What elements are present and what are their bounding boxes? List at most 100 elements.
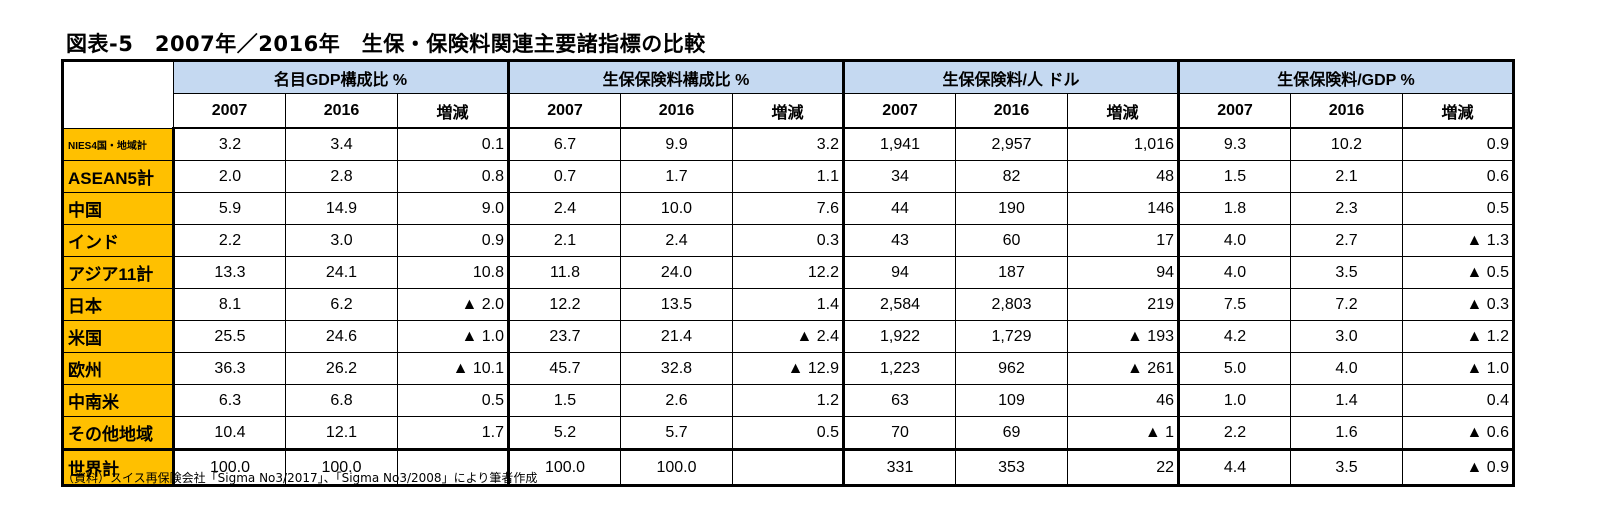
table-cell: 9.0 bbox=[397, 192, 509, 225]
table-cell: 100.0 bbox=[285, 448, 398, 486]
table-row: アジア11計 13.3 24.1 10.8 11.8 24.0 12.2 94 187 94 4.0… bbox=[62, 256, 1514, 289]
group-header-row: 名目GDP構成比 % 生保保険料構成比 % 生保保険料/人 ドル 生保保険料/G… bbox=[62, 60, 1514, 129]
col-header-change: 増減 bbox=[397, 93, 509, 129]
col-header-2016: 2016 bbox=[620, 93, 733, 129]
col-header-2007: 2007 bbox=[507, 93, 621, 129]
table-cell: 46 bbox=[1067, 384, 1179, 417]
table-cell: 2.2 bbox=[1177, 416, 1291, 450]
table-cell: 2.2 bbox=[172, 224, 286, 257]
table-cell: 44 bbox=[842, 192, 956, 225]
table-cell: 3.4 bbox=[285, 127, 398, 161]
comparison-table-wrapper: 名目GDP構成比 % 生保保険料構成比 % 生保保険料/人 ドル 生保保険料/G… bbox=[61, 59, 1515, 487]
table-cell: 69 bbox=[955, 416, 1068, 450]
table-cell: 2,957 bbox=[955, 127, 1068, 161]
table-cell: 109 bbox=[955, 384, 1068, 417]
table-cell: ▲ 193 bbox=[1067, 320, 1179, 353]
row-label: 米国 bbox=[62, 320, 174, 353]
table-body: NIES4国・地域計 3.2 3.4 0.1 6.7 9.9 3.2 1,941 2,957 1,… bbox=[62, 127, 1514, 486]
table-cell: 1.4 bbox=[732, 288, 844, 321]
table-cell: 1.7 bbox=[620, 160, 733, 193]
corner-cell bbox=[62, 60, 174, 129]
table-cell: 4.4 bbox=[1177, 448, 1291, 486]
table-cell: ▲ 0.6 bbox=[1402, 416, 1514, 450]
table-cell: 0.9 bbox=[1402, 127, 1514, 161]
table-cell: 0.8 bbox=[397, 160, 509, 193]
table-cell: 6.7 bbox=[507, 127, 621, 161]
table-cell: 36.3 bbox=[172, 352, 286, 385]
table-row: 世界計 100.0 100.0 100.0 100.0 331 353 22 4.4 3.5 ▲ 0… bbox=[62, 448, 1514, 486]
group-header-premium-share: 生保保険料構成比 % bbox=[507, 60, 844, 94]
table-cell: 10.2 bbox=[1290, 127, 1403, 161]
table-cell: 0.5 bbox=[397, 384, 509, 417]
table-cell: 9.3 bbox=[1177, 127, 1291, 161]
table-cell: 0.4 bbox=[1402, 384, 1514, 417]
row-label: NIES4国・地域計 bbox=[62, 127, 174, 161]
table-cell: 0.1 bbox=[397, 127, 509, 161]
table-cell: 14.9 bbox=[285, 192, 398, 225]
table-cell bbox=[397, 448, 509, 486]
col-header-2016: 2016 bbox=[1290, 93, 1403, 129]
table-cell: 4.0 bbox=[1177, 256, 1291, 289]
table-cell: 63 bbox=[842, 384, 956, 417]
row-label: 欧州 bbox=[62, 352, 174, 385]
table-cell: 5.7 bbox=[620, 416, 733, 450]
table-cell: 1,016 bbox=[1067, 127, 1179, 161]
table-cell: 94 bbox=[1067, 256, 1179, 289]
table-cell bbox=[732, 448, 844, 486]
table-cell: 7.5 bbox=[1177, 288, 1291, 321]
table-cell: 26.2 bbox=[285, 352, 398, 385]
table-row: ASEAN5計 2.0 2.8 0.8 0.7 1.7 1.1 34 82 48 1.5 2.1 0.6 bbox=[62, 160, 1514, 193]
table-cell: ▲ 1.0 bbox=[1402, 352, 1514, 385]
table-cell: 32.8 bbox=[620, 352, 733, 385]
table-cell: 1.2 bbox=[732, 384, 844, 417]
table-cell: 12.1 bbox=[285, 416, 398, 450]
col-header-2016: 2016 bbox=[285, 93, 398, 129]
table-cell: ▲ 1 bbox=[1067, 416, 1179, 450]
table-cell: ▲ 0.9 bbox=[1402, 448, 1514, 486]
table-cell: 1.8 bbox=[1177, 192, 1291, 225]
table-cell: 0.6 bbox=[1402, 160, 1514, 193]
table-cell: 6.2 bbox=[285, 288, 398, 321]
table-cell: 13.5 bbox=[620, 288, 733, 321]
table-cell: 10.4 bbox=[172, 416, 286, 450]
row-label: アジア11計 bbox=[62, 256, 174, 289]
table-cell: 22 bbox=[1067, 448, 1179, 486]
table-cell: 5.2 bbox=[507, 416, 621, 450]
group-header-gdp-share: 名目GDP構成比 % bbox=[173, 60, 509, 94]
table-cell: 7.2 bbox=[1290, 288, 1403, 321]
table-cell: 9.9 bbox=[620, 127, 733, 161]
table-row: 日本 8.1 6.2 ▲ 2.0 12.2 13.5 1.4 2,584 2,803 219 7.5… bbox=[62, 288, 1514, 321]
table-cell: 4.0 bbox=[1177, 224, 1291, 257]
table-row: NIES4国・地域計 3.2 3.4 0.1 6.7 9.9 3.2 1,941 2,957 1,… bbox=[62, 127, 1514, 161]
table-cell: ▲ 0.5 bbox=[1402, 256, 1514, 289]
col-header-change: 増減 bbox=[1402, 93, 1514, 129]
table-cell: 12.2 bbox=[732, 256, 844, 289]
year-header-row: 2007 2016 増減 2007 2016 増減 2007 2016 増減 2… bbox=[63, 93, 1514, 129]
table-cell: 0.5 bbox=[1402, 192, 1514, 225]
table-cell: ▲ 261 bbox=[1067, 352, 1179, 385]
table-cell: 11.8 bbox=[507, 256, 621, 289]
table-cell: 2.1 bbox=[507, 224, 621, 257]
table-cell: 6.3 bbox=[172, 384, 286, 417]
table-cell: 1.1 bbox=[732, 160, 844, 193]
col-header-change: 増減 bbox=[732, 93, 844, 129]
table-cell: 331 bbox=[842, 448, 956, 486]
table-cell: 1,223 bbox=[842, 352, 956, 385]
table-cell: 70 bbox=[842, 416, 956, 450]
table-cell: 60 bbox=[955, 224, 1068, 257]
table-cell: 2.8 bbox=[285, 160, 398, 193]
table-cell: 43 bbox=[842, 224, 956, 257]
table-cell: 1,941 bbox=[842, 127, 956, 161]
table-cell: 1.7 bbox=[397, 416, 509, 450]
table-cell: 3.0 bbox=[1290, 320, 1403, 353]
table-row: その他地域 10.4 12.1 1.7 5.2 5.7 0.5 70 69 ▲ 1 2.2 1.6 ▲ … bbox=[62, 416, 1514, 450]
table-cell: ▲ 1.2 bbox=[1402, 320, 1514, 353]
table-cell: 1.6 bbox=[1290, 416, 1403, 450]
table-cell: 2.4 bbox=[620, 224, 733, 257]
table-cell: 17 bbox=[1067, 224, 1179, 257]
table-cell: 0.3 bbox=[732, 224, 844, 257]
table-cell: 2.7 bbox=[1290, 224, 1403, 257]
table-cell: 219 bbox=[1067, 288, 1179, 321]
table-cell: 2.4 bbox=[507, 192, 621, 225]
table-cell: 45.7 bbox=[507, 352, 621, 385]
